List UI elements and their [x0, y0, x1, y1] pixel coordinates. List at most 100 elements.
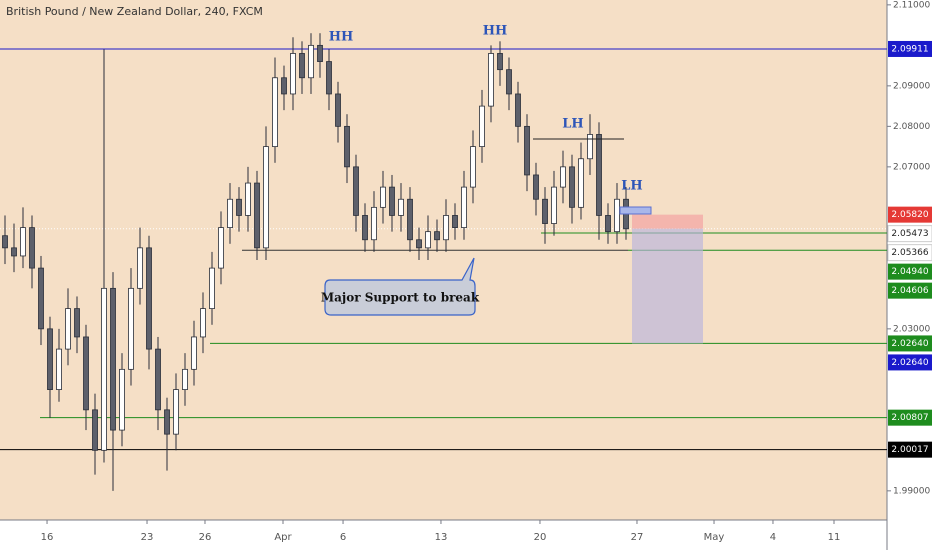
- candle-body: [434, 231, 440, 241]
- candle-body: [425, 231, 431, 249]
- target-zone: [632, 228, 703, 344]
- candle-body: [155, 348, 161, 411]
- candle-body: [344, 125, 350, 168]
- candle-body: [128, 287, 134, 370]
- candle-body: [488, 53, 494, 107]
- candle-body: [407, 198, 413, 241]
- candle-body: [299, 53, 305, 79]
- y-tick-label: 2.09000: [893, 81, 930, 91]
- candle-body: [191, 336, 197, 370]
- price-label-box: [887, 244, 932, 262]
- price-label-box: [888, 441, 932, 458]
- candle-body: [389, 186, 395, 216]
- y-tick-label: 2.07000: [893, 162, 930, 172]
- candle-body: [398, 198, 404, 216]
- x-tick-label: May: [704, 532, 725, 543]
- candle-body: [506, 69, 512, 95]
- price-label: 2.02640: [891, 358, 928, 368]
- x-tick-label: Apr: [274, 532, 292, 543]
- candle-body: [20, 227, 26, 257]
- price-label-box: [887, 225, 932, 243]
- candle-body: [614, 198, 620, 233]
- x-tick-label: 26: [199, 532, 212, 543]
- x-tick-label: 6: [340, 532, 346, 543]
- candle-body: [146, 247, 152, 350]
- candle-body: [92, 409, 98, 451]
- candle-body: [119, 368, 125, 431]
- candle-body: [245, 182, 251, 216]
- candle-body: [542, 198, 548, 224]
- candle-body: [308, 44, 314, 79]
- candle-body: [182, 368, 188, 390]
- candle-body: [587, 134, 593, 160]
- candle-body: [29, 227, 35, 269]
- y-tick-label: 1.99000: [893, 486, 930, 496]
- callout-box: [324, 257, 476, 316]
- callout-text: Major Support to break: [321, 291, 480, 305]
- candle-body: [452, 215, 458, 229]
- candle-body: [65, 308, 71, 350]
- chart-title: British Pound / New Zealand Dollar, 240,…: [6, 5, 263, 18]
- candle-body: [11, 247, 17, 257]
- candle-body: [317, 44, 323, 62]
- candle-body: [371, 206, 377, 241]
- candle-body: [263, 146, 269, 249]
- y-tick-label: 2.11000: [893, 0, 930, 10]
- y-tick-label: 2.03000: [893, 324, 930, 334]
- x-tick-label: 20: [534, 532, 547, 543]
- time-axis: [0, 520, 887, 550]
- candle-body: [551, 186, 557, 224]
- price-label: 2.05473: [891, 229, 928, 239]
- candle-body: [335, 93, 341, 127]
- x-tick-label: 4: [770, 532, 776, 543]
- candle-body: [164, 409, 170, 435]
- candle-body: [515, 93, 521, 127]
- price-label: 2.05366: [891, 248, 928, 258]
- candle-body: [569, 166, 575, 208]
- candle-body: [272, 77, 278, 148]
- x-tick-label: 13: [435, 532, 448, 543]
- x-tick-label: 11: [828, 532, 841, 543]
- candle-body: [605, 215, 611, 233]
- candle-body: [479, 105, 485, 148]
- candle-body: [38, 267, 44, 330]
- price-label-box: [888, 263, 932, 280]
- price-label: 2.00017: [891, 445, 928, 455]
- price-label-box: [888, 40, 932, 57]
- candle-body: [56, 348, 62, 390]
- candle-body: [533, 174, 539, 200]
- candle-body: [461, 186, 467, 229]
- candle-body: [236, 198, 242, 216]
- candle-body: [47, 328, 53, 390]
- candle-body: [209, 267, 215, 309]
- candle-body: [227, 198, 233, 229]
- price-label: 2.02640: [891, 339, 928, 349]
- annotation: HH: [483, 24, 508, 39]
- annotation: LH: [621, 179, 642, 194]
- candle-body: [137, 247, 143, 289]
- candle-body: [560, 166, 566, 188]
- plot-background: [0, 0, 887, 520]
- price-label: 2.09911: [891, 44, 928, 54]
- candle-body: [470, 146, 476, 188]
- candle-body: [254, 182, 260, 249]
- entry-marker: [619, 206, 652, 215]
- candle-body: [524, 125, 530, 176]
- y-tick-label: 2.08000: [893, 122, 930, 132]
- price-label-box: [888, 409, 932, 426]
- candle-body: [110, 287, 116, 431]
- candle-body: [353, 166, 359, 216]
- annotation: LH: [562, 117, 583, 132]
- candle-body: [416, 239, 422, 249]
- price-label: 2.05820: [891, 210, 928, 220]
- candle-body: [2, 235, 8, 249]
- price-label: 2.00807: [891, 413, 928, 423]
- price-label-box: [888, 335, 932, 352]
- candle-body: [281, 77, 287, 95]
- candle-body: [497, 53, 503, 71]
- candle-body: [326, 61, 332, 95]
- candle-body: [83, 336, 89, 411]
- price-label: 2.04606: [891, 286, 928, 296]
- annotation: HH: [329, 30, 354, 45]
